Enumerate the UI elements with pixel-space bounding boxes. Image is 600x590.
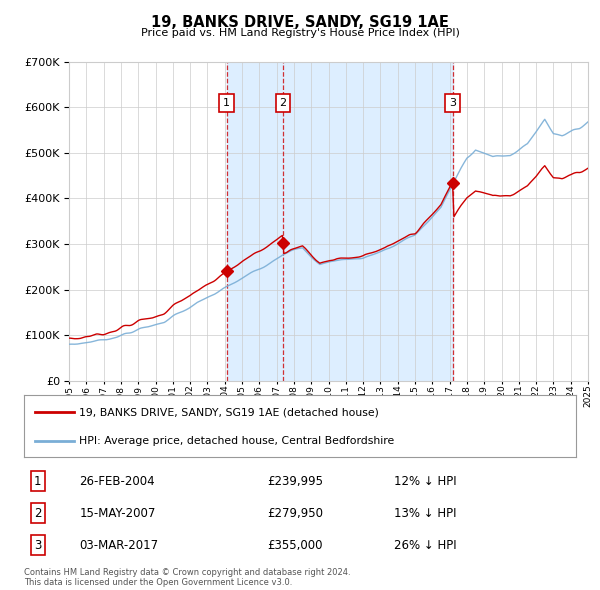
Text: 15-MAY-2007: 15-MAY-2007 [79, 507, 155, 520]
Bar [227, 62, 452, 381]
Text: 12% ↓ HPI: 12% ↓ HPI [394, 475, 457, 488]
Text: 3: 3 [449, 99, 456, 109]
Text: £239,995: £239,995 [267, 475, 323, 488]
Text: 26% ↓ HPI: 26% ↓ HPI [394, 539, 457, 552]
Text: HPI: Average price, detached house, Central Bedfordshire: HPI: Average price, detached house, Cent… [79, 435, 394, 445]
Text: 1: 1 [34, 475, 41, 488]
Text: 19, BANKS DRIVE, SANDY, SG19 1AE: 19, BANKS DRIVE, SANDY, SG19 1AE [151, 15, 449, 30]
Text: 1: 1 [223, 99, 230, 109]
Text: 2: 2 [34, 507, 41, 520]
Text: 3: 3 [34, 539, 41, 552]
Text: Contains HM Land Registry data © Crown copyright and database right 2024.
This d: Contains HM Land Registry data © Crown c… [24, 568, 350, 587]
Text: £279,950: £279,950 [267, 507, 323, 520]
Text: Price paid vs. HM Land Registry's House Price Index (HPI): Price paid vs. HM Land Registry's House … [140, 28, 460, 38]
Text: £355,000: £355,000 [267, 539, 322, 552]
Text: 03-MAR-2017: 03-MAR-2017 [79, 539, 158, 552]
Text: 2: 2 [280, 99, 287, 109]
Text: 13% ↓ HPI: 13% ↓ HPI [394, 507, 457, 520]
Text: 19, BANKS DRIVE, SANDY, SG19 1AE (detached house): 19, BANKS DRIVE, SANDY, SG19 1AE (detach… [79, 407, 379, 417]
Text: 26-FEB-2004: 26-FEB-2004 [79, 475, 155, 488]
